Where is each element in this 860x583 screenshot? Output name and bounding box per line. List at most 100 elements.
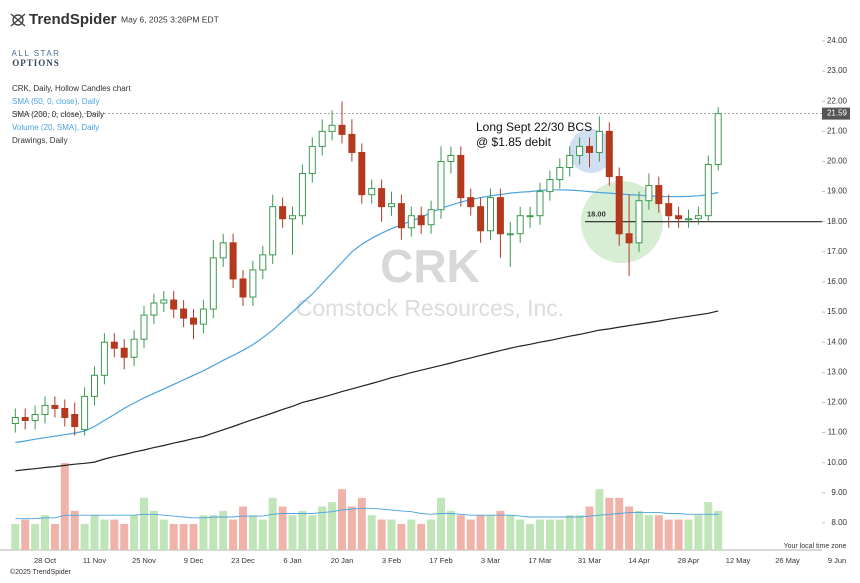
volume-bar [248,515,257,550]
y-tick-label: 8.00 [831,518,847,527]
annotation: @ $1.85 debit [476,135,552,149]
volume-bar [605,497,614,550]
candle-body [338,124,346,135]
candle-body [615,176,623,235]
y-tick-label: 19.00 [827,187,848,196]
annotation: Long Sept 22/30 BCS [476,120,592,134]
candle-body [71,413,79,428]
volume-bar [120,523,129,550]
volume-bar [21,519,30,550]
volume-bar [199,515,208,550]
volume-bar [387,519,396,550]
legend-entry: Volume (20, SMA), Daily [12,123,99,132]
volume-bar [209,515,218,550]
volume-bar [536,519,544,550]
candle-body [546,179,554,193]
volume-bar [288,515,297,550]
volume-bar [545,519,554,550]
volume-bar [397,523,406,550]
x-tick-label: 28 Oct [34,556,57,565]
volume-bar [328,502,337,550]
volume-bar [377,519,386,550]
candle-body [81,395,89,431]
candle-body [298,173,306,217]
candle-body [160,299,168,304]
candle-body [41,404,49,415]
candle-body [21,416,29,421]
candle-body [130,338,138,358]
candle-body [665,203,673,217]
candle-body [91,374,98,397]
candle-body [447,154,455,162]
volume-bar [585,506,594,550]
volume-bar [714,510,723,550]
candle-body [170,299,178,310]
volume-bar [90,515,99,550]
candle-body [348,133,356,153]
volume-bar [258,519,267,550]
volume-bar [50,523,59,550]
candle-body [694,215,702,220]
candle-body [328,124,336,132]
candle-body [279,206,287,220]
candle-body [526,215,534,218]
candle-body [397,203,405,229]
volume-bar [427,519,436,550]
volume-bar [189,523,198,550]
volume-bar [179,523,188,550]
volume-bar [496,510,505,550]
candle-body [219,242,227,259]
candle-body [516,215,524,235]
volume-bar [526,523,535,550]
candle-body [457,154,465,199]
candle-body [595,130,603,153]
horizontal-line-label: 18.00 [587,210,606,219]
volume-bar [149,510,158,550]
y-tick-label: 15.00 [827,307,848,316]
y-tick-label: 13.00 [827,367,848,376]
y-tick-label: 12.00 [827,398,848,407]
y-tick-label: 22.00 [827,96,848,105]
candle-body [209,257,217,310]
candle-body [427,209,435,226]
watermark-symbol: CRK [380,240,480,292]
volume-bar [80,523,89,550]
candle-body [110,341,118,349]
volume-bar [466,519,475,550]
volume-bar [318,506,327,550]
y-tick-label: 10.00 [827,458,848,467]
x-tick-label: 14 Apr [628,556,650,565]
volume-sma-line [15,507,719,520]
candle-body [378,188,386,208]
legend-entry: SMA (50, 0, close), Daily [12,97,100,106]
volume-bar [357,497,366,550]
candle-body [477,206,485,232]
y-tick-label: 9.00 [831,488,847,497]
candle-body [417,215,425,226]
candle-body [566,154,574,169]
volume-bar [70,510,79,550]
volume-bar [110,519,119,550]
volume-bar [486,515,495,550]
candle-body [259,254,267,271]
volume-bar [169,523,178,550]
candle-body [586,145,593,153]
candle-body [120,347,128,358]
candle-body [100,341,108,376]
candle-body [180,308,188,319]
volume-bar [100,519,109,550]
candle-body [61,407,69,418]
candle-body [496,197,504,235]
brand-icon [10,13,26,27]
volume-bar [41,515,49,550]
candle-body [675,215,683,220]
brand: TrendSpider [29,11,117,28]
volume-bar [268,497,277,550]
last-price-label: 21.59 [827,109,848,118]
candle-body [239,278,247,298]
y-tick-label: 24.00 [827,36,848,45]
candle-body [318,130,326,147]
candle-body [536,191,544,217]
